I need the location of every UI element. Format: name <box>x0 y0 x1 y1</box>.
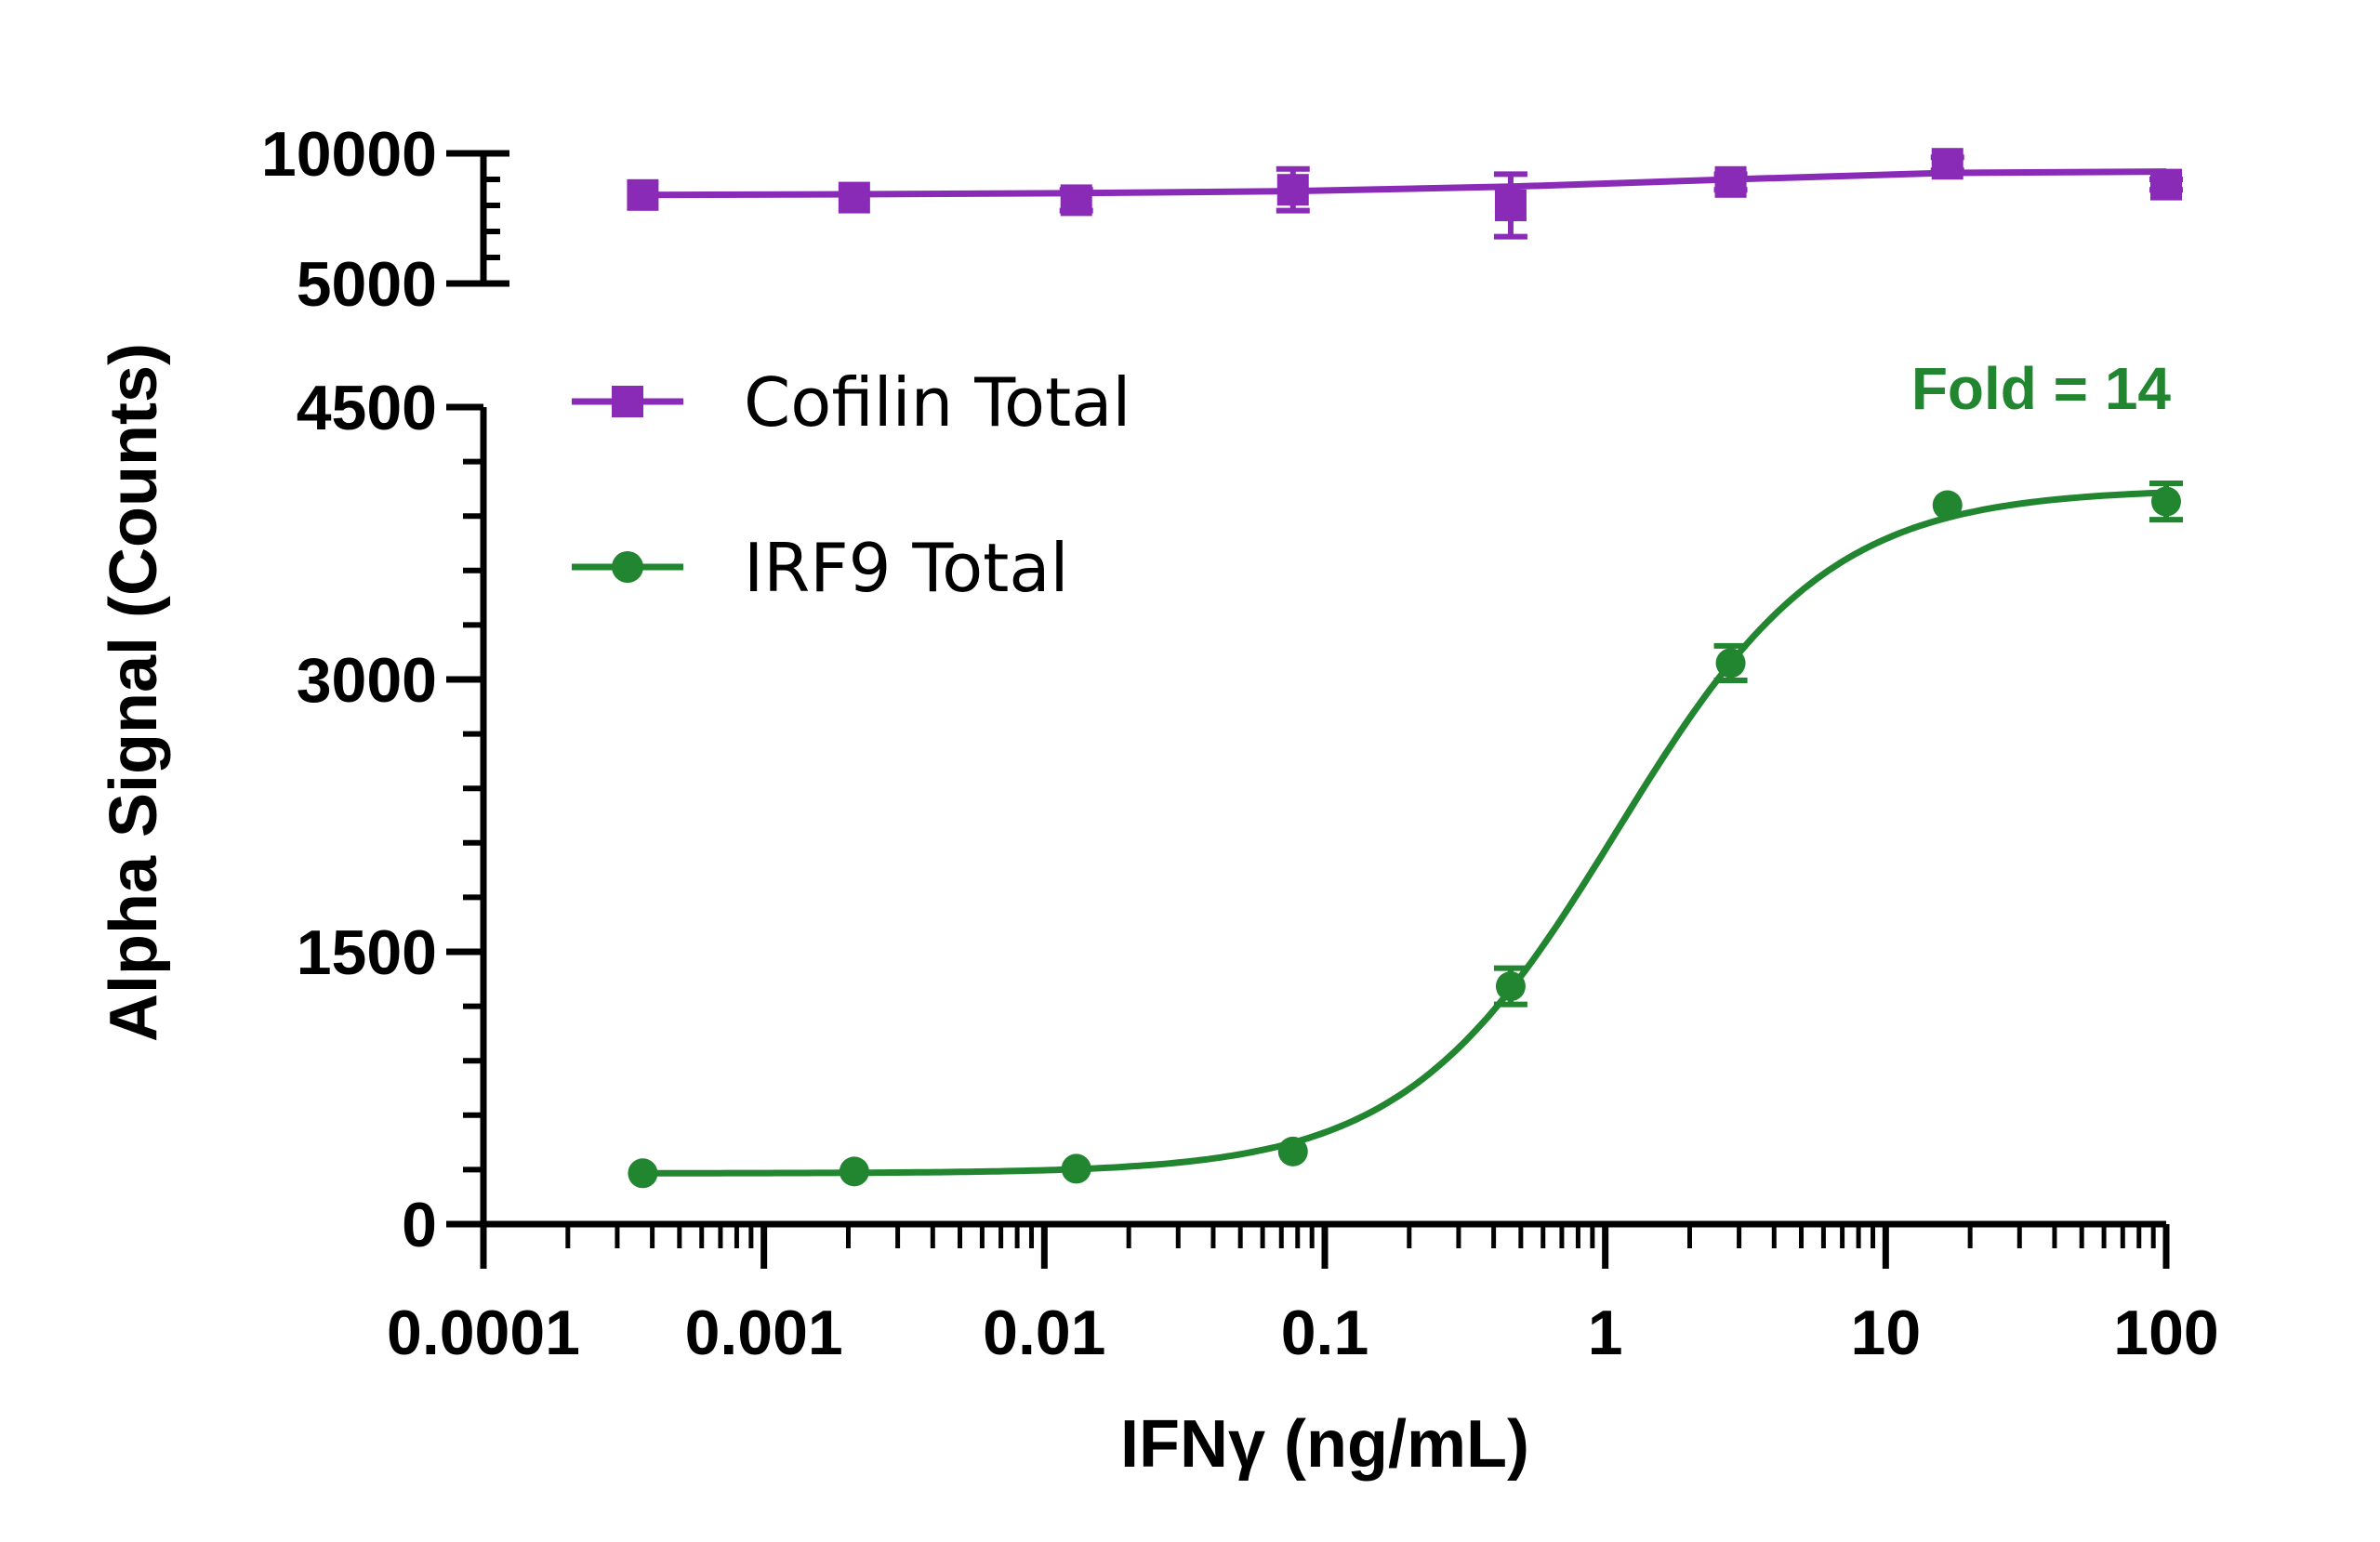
y-upper-tick-label: 10000 <box>261 119 437 190</box>
y-lower-tick-label: 4500 <box>297 373 437 443</box>
y-axis-title: Alpha Signal (Counts) <box>97 343 171 1042</box>
data-point <box>1932 490 1963 521</box>
data-point <box>1277 1136 1308 1166</box>
series-layer <box>627 148 2183 1189</box>
x-tick-label: 100 <box>2113 1298 2218 1368</box>
data-point <box>1931 148 1964 180</box>
data-point <box>627 178 659 211</box>
data-point <box>1714 165 1747 198</box>
data-point <box>1060 184 1092 217</box>
legend-cofilin-label: Cofilin Total <box>744 363 1130 442</box>
series-irf9-total <box>628 481 2183 1189</box>
data-point <box>1276 174 1309 206</box>
x-tick-label: 1 <box>1588 1298 1623 1368</box>
data-point <box>1715 648 1746 679</box>
y-lower-tick-label: 3000 <box>297 645 437 716</box>
y-lower-tick-label: 1500 <box>297 917 437 988</box>
legend: Cofilin Total IRF9 Total <box>572 363 1130 607</box>
x-tick-label: 10 <box>1851 1298 1922 1368</box>
fold-annotation: Fold = 14 <box>1911 355 2172 422</box>
data-point <box>838 181 870 214</box>
fit-curve <box>642 168 2167 199</box>
y-lower-tick-label: 0 <box>402 1190 437 1260</box>
fit-curve <box>642 489 2167 1177</box>
legend-irf9-marker <box>612 551 643 583</box>
y-upper-tick-label: 5000 <box>297 249 437 320</box>
data-point <box>2150 168 2182 201</box>
data-point <box>1061 1153 1091 1184</box>
x-tick-label: 0.001 <box>685 1298 843 1368</box>
data-point <box>839 1156 869 1187</box>
legend-irf9-label: IRF9 Total <box>744 529 1069 607</box>
x-axis-title: IFNγ (ng/mL) <box>1120 1407 1529 1482</box>
axes: 5000 10000 0 1500 3000 4500 0.0001 0.001 0.01 0.1… <box>261 119 2219 1368</box>
data-point <box>1495 971 1526 1002</box>
data-point <box>1494 190 1527 221</box>
series-cofilin-total <box>627 148 2183 240</box>
x-tick-label: 0.1 <box>1281 1298 1369 1368</box>
data-point <box>2151 486 2181 517</box>
x-tick-label: 0.0001 <box>387 1298 580 1368</box>
data-point <box>628 1158 658 1189</box>
x-tick-label: 0.01 <box>983 1298 1105 1368</box>
legend-cofilin-marker <box>612 386 643 417</box>
